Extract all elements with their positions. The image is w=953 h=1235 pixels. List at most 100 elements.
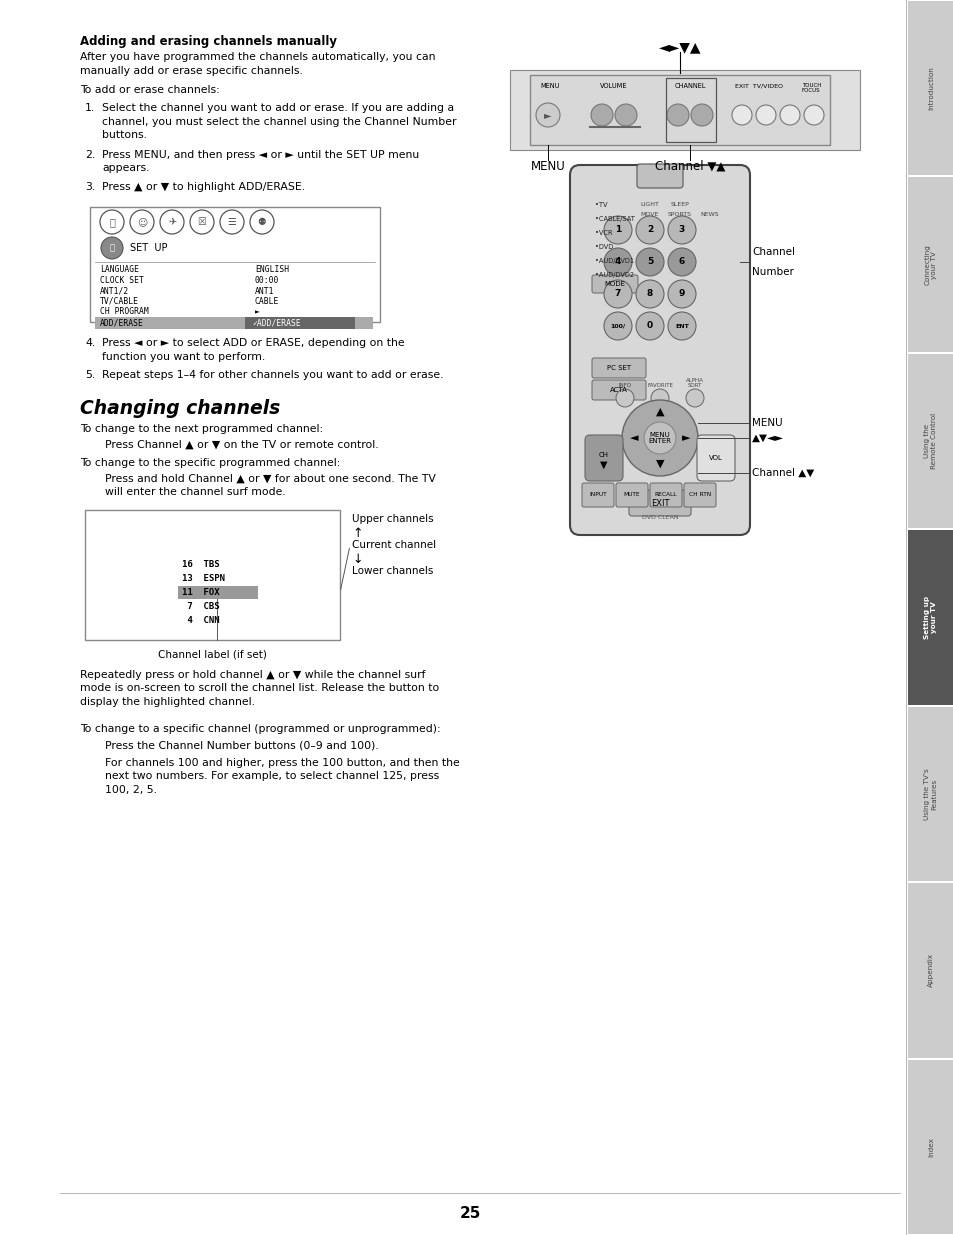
Circle shape [603,216,631,245]
Circle shape [636,280,663,308]
FancyBboxPatch shape [569,165,749,535]
Text: SLEEP: SLEEP [670,203,689,207]
Text: 3.: 3. [85,182,95,191]
Text: ENGLISH: ENGLISH [254,266,289,274]
Text: 1.: 1. [85,103,95,112]
Text: 00:00: 00:00 [254,275,279,285]
Text: 3: 3 [679,226,684,235]
Text: ANT1/2: ANT1/2 [100,287,129,295]
Circle shape [636,248,663,275]
Text: ✈: ✈ [168,217,176,227]
Circle shape [536,103,559,127]
Circle shape [101,237,123,259]
Text: 4  CNN: 4 CNN [182,616,219,625]
Text: INPUT: INPUT [589,493,606,498]
Text: Press Channel ▲ or ▼ on the TV or remote control.: Press Channel ▲ or ▼ on the TV or remote… [105,440,378,450]
Circle shape [616,389,634,408]
Text: ☺: ☺ [137,217,147,227]
Text: MENU: MENU [539,83,558,89]
Bar [907,178,953,352]
Circle shape [650,389,668,408]
Text: 25: 25 [458,1205,480,1220]
Text: MENU: MENU [751,417,781,429]
Text: MENU
ENTER: MENU ENTER [648,432,671,445]
Text: To add or erase channels:: To add or erase channels: [80,85,219,95]
Text: 1: 1 [615,226,620,235]
Text: INFO: INFO [618,383,631,388]
Text: 2: 2 [646,226,653,235]
Text: For channels 100 and higher, press the 100 button, and then the
next two numbers: For channels 100 and higher, press the 1… [105,757,459,794]
Text: Channel label (if set): Channel label (if set) [158,650,267,659]
Text: ALPHA
SORT: ALPHA SORT [685,378,703,388]
Text: ▼: ▼ [599,459,607,471]
Bar [85,510,339,640]
Text: •AUD/DVD2: •AUD/DVD2 [595,272,634,278]
Text: ⎕: ⎕ [109,217,114,227]
Circle shape [780,105,800,125]
FancyBboxPatch shape [592,358,645,378]
Bar [245,316,355,329]
Text: EXIT: EXIT [650,499,669,508]
Bar [95,316,373,329]
Text: •DVD: •DVD [595,245,613,249]
Bar [907,1060,953,1234]
Text: 5.: 5. [85,370,95,380]
Text: ENT: ENT [675,324,688,329]
Text: 8: 8 [646,289,653,299]
Text: ☒: ☒ [197,217,206,227]
Text: Index: Index [927,1137,933,1157]
Circle shape [615,104,637,126]
Text: Adding and erasing channels manually: Adding and erasing channels manually [80,35,336,48]
Circle shape [636,312,663,340]
Text: Channel ▼▲: Channel ▼▲ [654,161,724,173]
Text: To change to the next programmed channel:: To change to the next programmed channel… [80,424,323,433]
Circle shape [667,312,696,340]
Text: Press and hold Channel ▲ or ▼ for about one second. The TV
will enter the channe: Press and hold Channel ▲ or ▼ for about … [105,473,436,498]
Text: Current channel: Current channel [352,541,436,551]
Text: VOL: VOL [708,454,722,461]
Text: 13  ESPN: 13 ESPN [182,574,225,583]
Text: MOVE: MOVE [640,212,659,217]
Circle shape [603,248,631,275]
Text: 100/: 100/ [610,324,625,329]
Circle shape [803,105,823,125]
Text: Repeat steps 1–4 for other channels you want to add or erase.: Repeat steps 1–4 for other channels you … [102,370,443,380]
Text: MODE: MODE [604,282,625,287]
Text: Appendix: Appendix [927,953,933,988]
Text: Connecting
your TV: Connecting your TV [923,245,937,285]
Text: ⚉: ⚉ [257,217,266,227]
Bar [665,78,716,142]
Text: Using the TV's
Features: Using the TV's Features [923,768,937,820]
Text: LIGHT: LIGHT [639,203,659,207]
Text: •CABLE/SAT: •CABLE/SAT [595,216,634,222]
Bar [178,585,257,599]
Circle shape [603,280,631,308]
FancyBboxPatch shape [697,435,734,480]
Text: Select the channel you want to add or erase. If you are adding a
channel, you mu: Select the channel you want to add or er… [102,103,456,141]
FancyBboxPatch shape [584,435,622,480]
Text: SET  UP: SET UP [130,243,168,253]
Text: ◄►▼▲: ◄►▼▲ [659,40,700,54]
Text: 4.: 4. [85,338,95,348]
FancyBboxPatch shape [592,380,645,400]
Bar [530,75,829,144]
FancyBboxPatch shape [683,483,716,508]
Text: Introduction: Introduction [927,67,933,110]
Text: CH PROGRAM: CH PROGRAM [100,308,149,316]
Circle shape [731,105,751,125]
Text: ACTA: ACTA [609,387,627,393]
Circle shape [603,312,631,340]
Text: 5: 5 [646,258,653,267]
Text: Channel: Channel [751,247,794,257]
Text: CABLE: CABLE [254,296,279,306]
Text: RECALL: RECALL [654,493,677,498]
Text: Channel ▲▼: Channel ▲▼ [751,468,814,478]
Text: 7: 7 [614,289,620,299]
Text: ↓: ↓ [352,553,362,566]
Text: Repeatedly press or hold channel ▲ or ▼ while the channel surf
mode is on-screen: Repeatedly press or hold channel ▲ or ▼ … [80,669,438,706]
Text: MUTE: MUTE [623,493,639,498]
Circle shape [667,280,696,308]
Circle shape [666,104,688,126]
Text: Changing channels: Changing channels [80,399,280,419]
Text: To change to the specific programmed channel:: To change to the specific programmed cha… [80,457,340,468]
